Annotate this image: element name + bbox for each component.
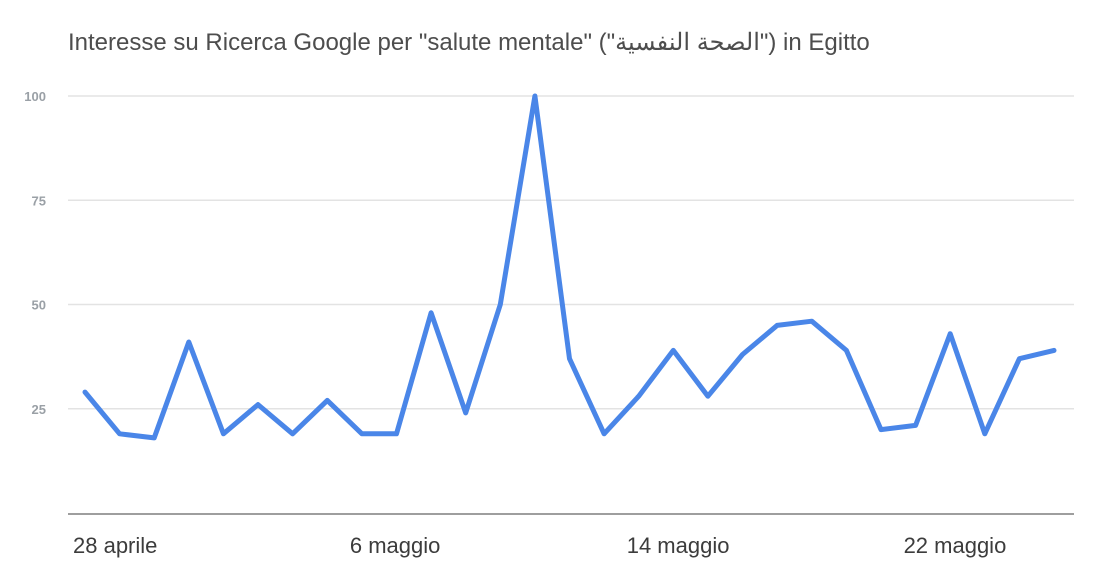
- gridlines: [68, 95, 1074, 410]
- y-tick-label: 25: [32, 402, 46, 417]
- x-tick-label: 22 maggio: [904, 533, 1007, 558]
- series-line: [82, 93, 1057, 441]
- y-tick-label: 50: [32, 298, 46, 313]
- x-tick-label: 28 aprile: [73, 533, 157, 558]
- chart-title: Interesse su Ricerca Google per "salute …: [68, 29, 870, 56]
- x-axis-ticks: 28 aprile 6 maggio 14 maggio 22 maggio: [73, 533, 1006, 558]
- y-axis-ticks: 25 50 75 100: [24, 89, 46, 417]
- y-tick-label: 75: [32, 193, 46, 208]
- y-tick-label: 100: [24, 89, 46, 104]
- x-tick-label: 14 maggio: [627, 533, 730, 558]
- x-tick-label: 6 maggio: [350, 533, 441, 558]
